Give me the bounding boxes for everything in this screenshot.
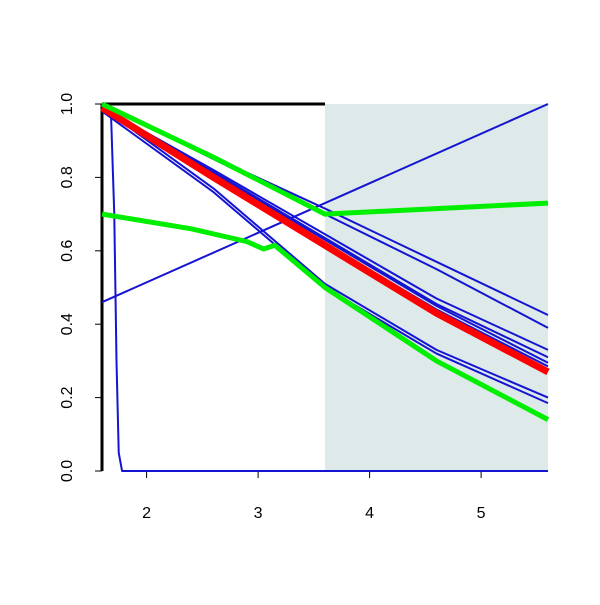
x-tick-label: 3 — [254, 505, 263, 522]
y-tick-label: 0.4 — [59, 313, 76, 335]
y-tick-label: 0.6 — [59, 240, 76, 262]
x-tick-label: 2 — [142, 505, 151, 522]
line-series — [100, 101, 549, 217]
line-series — [101, 106, 549, 351]
x-tick-label: 5 — [477, 505, 486, 522]
line-series — [101, 106, 549, 399]
x-tick-label: 4 — [365, 505, 374, 522]
line-series — [101, 211, 550, 422]
line-series — [101, 103, 549, 304]
line-series — [100, 104, 550, 376]
y-tick-label: 1.0 — [59, 93, 76, 115]
y-tick-label: 0.0 — [59, 460, 76, 482]
y-tick-label: 0.8 — [59, 166, 76, 188]
y-tick-label: 0.2 — [59, 386, 76, 408]
shaded-region — [325, 104, 548, 471]
